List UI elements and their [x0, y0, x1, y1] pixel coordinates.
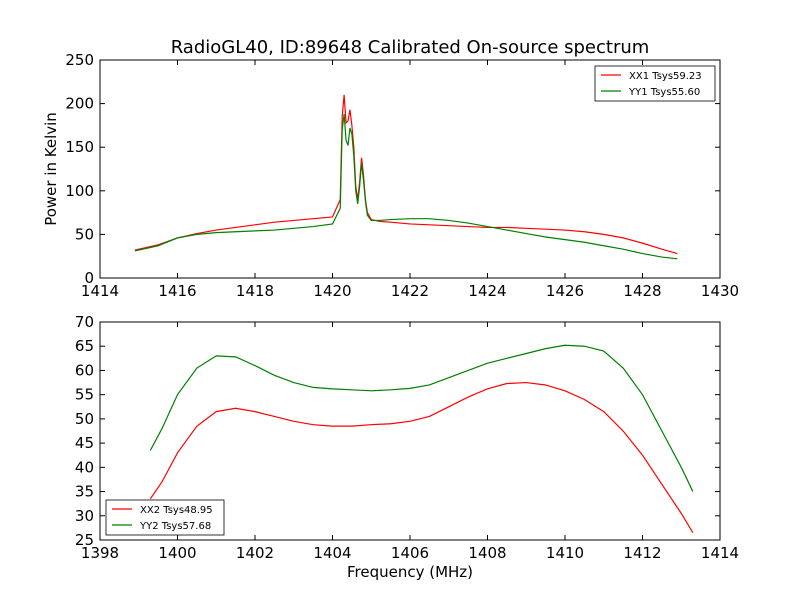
x-tick-label: 1406: [391, 544, 429, 562]
x-tick-label: 1424: [468, 282, 506, 300]
x-tick-label: 1418: [236, 282, 274, 300]
y-tick-label: 200: [65, 95, 94, 113]
x-tick-label: 1410: [546, 544, 584, 562]
y-tick-label: 50: [75, 410, 94, 428]
y-tick-label: 45: [75, 434, 94, 452]
y-tick-label: 70: [75, 313, 94, 331]
y-tick-label: 60: [75, 361, 94, 379]
series-line-0-0: [134, 94, 678, 255]
x-tick-label: 1422: [391, 282, 429, 300]
series-line-1-1: [149, 344, 694, 492]
x-tick-label: 1416: [158, 282, 196, 300]
y-tick-label: 250: [65, 51, 94, 69]
x-tick-label: 1426: [546, 282, 584, 300]
legend-label: XX1 Tsys59.23: [629, 71, 702, 82]
legend-label: YY1 Tsys55.60: [628, 87, 700, 98]
y-tick-label: 0: [84, 269, 94, 287]
x-tick-label: 1414: [81, 282, 119, 300]
x-tick-label: 1408: [468, 544, 506, 562]
x-tick-label: 1404: [313, 544, 351, 562]
x-tick-label: 1414: [701, 544, 739, 562]
x-tick-label: 1398: [81, 544, 119, 562]
legend-box: [594, 65, 716, 102]
x-axis-title: Frequency (MHz): [347, 563, 473, 581]
x-tick-label: 1420: [313, 282, 351, 300]
y-tick-label: 40: [75, 458, 94, 476]
x-tick-label: 1412: [623, 544, 661, 562]
legend: XX2 Tsys48.95 YY2 Tsys57.68: [105, 499, 225, 536]
y-tick-label: 30: [75, 507, 94, 525]
y-tick-label: 65: [75, 337, 94, 355]
y-tick-label: 35: [75, 483, 94, 501]
series-line-1-0: [149, 381, 694, 534]
series-line-0-1: [134, 113, 678, 260]
y-tick-label: 100: [65, 182, 94, 200]
chart-title: RadioGL40, ID:89648 Calibrated On-source…: [171, 37, 650, 58]
x-tick-label: 1402: [236, 544, 274, 562]
y-tick-label: 150: [65, 138, 94, 156]
y-tick-label: 50: [75, 225, 94, 243]
x-tick-label: 1400: [158, 544, 196, 562]
legend-label: YY2 Tsys57.68: [139, 521, 211, 532]
y-axis-title: Power in Kelvin: [42, 112, 60, 226]
legend: XX1 Tsys59.23 YY1 Tsys55.60: [594, 65, 716, 102]
legend-box: [105, 499, 225, 536]
bottom-panel: 1398 1400 1402 1404 1406 1408 1410 1412 1414 25 30…: [75, 313, 739, 581]
y-tick-label: 55: [75, 386, 94, 404]
legend-label: XX2 Tsys48.95: [140, 505, 213, 516]
top-panel: 1414 1416 1418 1420 1422 1424 1426 1428 1430 0 50 1…: [42, 51, 739, 300]
x-tick-label: 1430: [701, 282, 739, 300]
y-tick-label: 25: [75, 531, 94, 549]
x-tick-label: 1428: [623, 282, 661, 300]
